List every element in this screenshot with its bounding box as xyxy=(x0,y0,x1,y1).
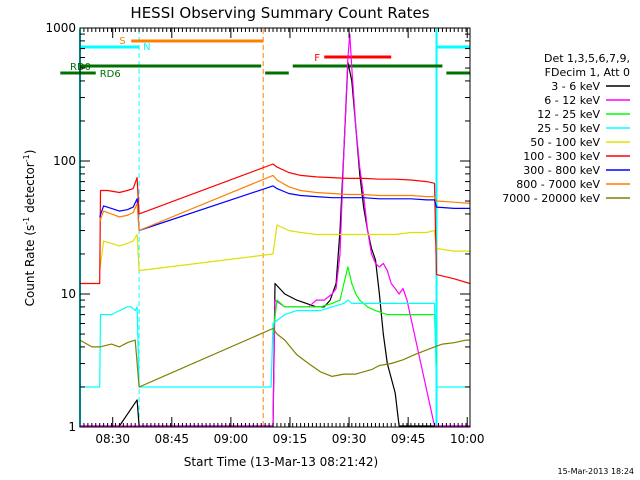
legend-label-8: 7000 - 20000 keV xyxy=(502,192,600,205)
flag-label-s: S xyxy=(119,36,125,47)
flag-label-n: N xyxy=(143,42,150,53)
y-tick-label-1: 10 xyxy=(61,287,76,301)
chart-title: HESSI Observing Summary Count Rates xyxy=(130,4,429,22)
series-line-3 xyxy=(80,299,470,388)
legend-label-0: 3 - 6 keV xyxy=(551,80,600,93)
legend-label-3: 25 - 50 keV xyxy=(537,122,600,135)
legend-label-2: 12 - 25 keV xyxy=(537,108,600,121)
x-tick-label-0: 08:30 xyxy=(95,432,130,446)
series-line-7 xyxy=(99,174,471,232)
legend-label-5: 100 - 300 keV xyxy=(523,150,600,163)
series-line-1 xyxy=(80,33,470,427)
plot-frame xyxy=(79,27,471,428)
y-axis-label: Count Rate (s-1 detector-1) xyxy=(22,150,37,307)
legend-label-7: 800 - 7000 keV xyxy=(516,178,600,191)
axes: 1 10 100 1000 08:30 08:45 09:00 09:15 09:30 09:45… xyxy=(45,21,484,446)
y-label-exp-1: -1 xyxy=(22,217,31,225)
x-tick-label-6: 10:00 xyxy=(450,432,485,446)
series-line-6 xyxy=(99,185,470,232)
x-axis-label: Start Time (13-Mar-13 08:21:42) xyxy=(184,455,378,469)
legend-label-4: 50 - 100 keV xyxy=(530,136,600,149)
series-line-5 xyxy=(80,163,471,285)
y-label-mid: detector xyxy=(23,162,37,217)
x-tick-label-4: 09:30 xyxy=(332,432,367,446)
footer-date: 15-Mar-2013 18:24 xyxy=(558,467,635,476)
x-tick-label-3: 09:15 xyxy=(273,432,308,446)
x-tick-label-5: 09:45 xyxy=(391,432,426,446)
legend-label-6: 300 - 800 keV xyxy=(523,164,600,177)
legend-header-0: Det 1,3,5,6,7,9, xyxy=(544,52,630,65)
y-tick-label-0: 1 xyxy=(68,420,76,434)
series-line-4 xyxy=(99,224,470,272)
y-tick-label-2: 100 xyxy=(53,154,76,168)
flag-label-rd0: RD0 xyxy=(70,62,91,73)
legend-label-1: 6 - 12 keV xyxy=(544,94,600,107)
observing-flags: S N F RD0 RD6 xyxy=(60,29,471,427)
y-tick-label-3: 1000 xyxy=(45,21,76,35)
legend: Det 1,3,5,6,7,9,FDecim 1, Att 03 - 6 keV… xyxy=(502,52,630,205)
flag-label-f: F xyxy=(314,53,320,64)
y-label-exp-2: -1 xyxy=(22,154,31,162)
series-layer xyxy=(79,33,471,427)
series-line-2 xyxy=(272,266,438,364)
x-tick-label-1: 08:45 xyxy=(154,432,189,446)
legend-header-1: FDecim 1, Att 0 xyxy=(545,66,630,79)
series-line-8 xyxy=(79,327,470,388)
x-tick-label-2: 09:00 xyxy=(214,432,249,446)
flag-label-rd6: RD6 xyxy=(100,69,121,80)
y-label-post: ) xyxy=(23,150,37,155)
y-label-pre: Count Rate (s xyxy=(23,225,37,307)
